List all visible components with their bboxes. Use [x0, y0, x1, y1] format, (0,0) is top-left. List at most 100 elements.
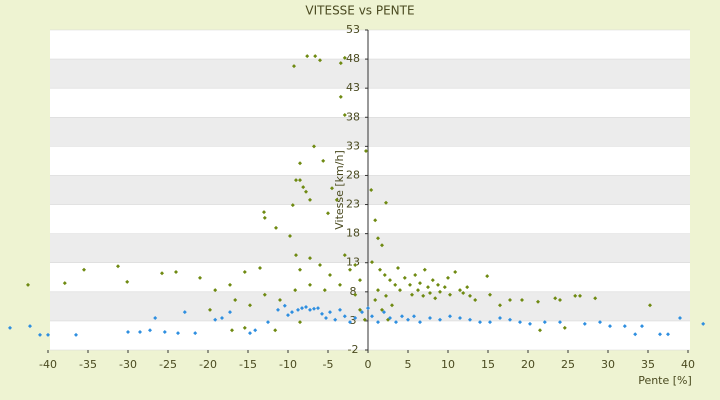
scatter-point: [294, 178, 298, 183]
scatter-point: [633, 332, 638, 337]
x-tick-label: 0: [365, 358, 372, 371]
scatter-point: [593, 296, 598, 301]
scatter-point: [308, 256, 312, 261]
scatter-point: [62, 281, 67, 286]
scatter-point: [398, 288, 402, 293]
scatter-point: [282, 303, 287, 308]
scatter-point: [384, 293, 388, 298]
scatter-point: [253, 328, 258, 333]
scatter-point: [353, 263, 358, 268]
scatter-point: [380, 243, 384, 248]
scatter-point: [304, 304, 308, 309]
scatter-point: [465, 285, 470, 290]
scatter-point: [233, 297, 238, 302]
scatter-point: [416, 288, 420, 293]
scatter-point: [468, 317, 472, 322]
scatter-point: [536, 299, 540, 304]
y-tick-label: 53: [346, 23, 360, 36]
scatter-point: [304, 189, 308, 194]
scatter-point: [376, 288, 380, 293]
scatter-point: [138, 329, 142, 334]
scatter-point: [353, 292, 358, 297]
scatter-point: [388, 278, 392, 283]
scatter-point: [442, 285, 447, 290]
scatter-point: [266, 320, 270, 325]
x-tick-label: -20: [199, 358, 217, 371]
scatter-point: [308, 307, 312, 312]
x-tick-label: 15: [481, 358, 495, 371]
x-tick-label: 25: [561, 358, 575, 371]
scatter-point: [125, 279, 130, 284]
x-axis-label: Pente [%]: [638, 374, 692, 387]
scatter-point: [360, 310, 364, 315]
x-tick-label: 5: [405, 358, 412, 371]
scatter-point: [148, 328, 152, 333]
scatter-point: [378, 267, 382, 272]
scatter-point: [324, 316, 328, 320]
scatter-point: [312, 144, 316, 149]
scatter-point: [273, 328, 278, 333]
scatter-point: [316, 306, 320, 311]
scatter-point: [478, 320, 482, 325]
scatter-point: [286, 313, 290, 318]
scatter-point: [648, 303, 652, 308]
scatter-point: [26, 282, 30, 287]
scatter-point: [46, 332, 50, 337]
scatter-point: [182, 310, 187, 315]
x-tick-label: -25: [159, 358, 177, 371]
scatter-point: [553, 296, 558, 301]
scatter-point: [338, 94, 343, 99]
scatter-point: [498, 316, 502, 320]
scatter-point: [248, 331, 252, 336]
scatter-point: [242, 325, 247, 330]
x-tick-label: -40: [39, 358, 57, 371]
x-tick-label: -15: [239, 358, 257, 371]
scatter-point: [678, 316, 682, 320]
scatter-point: [370, 260, 374, 265]
x-tick-label: 20: [521, 358, 535, 371]
scatter-point: [338, 307, 342, 312]
x-tick-label: -30: [119, 358, 137, 371]
scatter-point: [242, 270, 247, 275]
scatter-point: [8, 325, 12, 330]
scatter-point: [433, 296, 438, 301]
scatter-point: [74, 332, 78, 337]
scatter-point: [290, 310, 294, 315]
scatter-point: [82, 267, 86, 272]
scatter-point: [376, 320, 380, 325]
scatter-point: [258, 265, 262, 270]
scatter-point: [126, 329, 130, 334]
scatter-point: [288, 233, 292, 238]
scatter-point: [402, 275, 407, 280]
scatter-point: [394, 320, 398, 325]
scatter-point: [298, 161, 302, 166]
scatter-point: [400, 314, 404, 319]
scatter-point: [508, 297, 512, 302]
scatter-point: [276, 307, 280, 312]
scatter-point: [382, 310, 386, 315]
scatter-point: [358, 307, 362, 312]
scatter-point: [538, 328, 542, 333]
scatter-point: [174, 270, 178, 275]
scatter-point: [428, 316, 432, 320]
y-tick-label: 43: [346, 81, 360, 94]
scatter-point: [384, 200, 388, 205]
scatter-point: [321, 158, 326, 163]
scatter-point: [666, 332, 670, 337]
scatter-point: [326, 211, 330, 216]
scatter-point: [278, 297, 282, 302]
scatter-point: [558, 320, 562, 325]
scatter-point: [38, 332, 42, 337]
scatter-point: [488, 320, 492, 325]
scatter-point: [193, 331, 198, 336]
scatter-point: [520, 297, 524, 302]
y-tick-label: 23: [346, 198, 360, 211]
scatter-point: [160, 271, 164, 276]
y-tick-label: 8: [350, 285, 357, 298]
scatter-point: [342, 55, 347, 60]
scatter-point: [322, 288, 327, 293]
scatter-point: [422, 267, 427, 272]
scatter-point: [298, 267, 302, 272]
scatter-point: [406, 317, 410, 322]
scatter-point: [312, 306, 316, 311]
